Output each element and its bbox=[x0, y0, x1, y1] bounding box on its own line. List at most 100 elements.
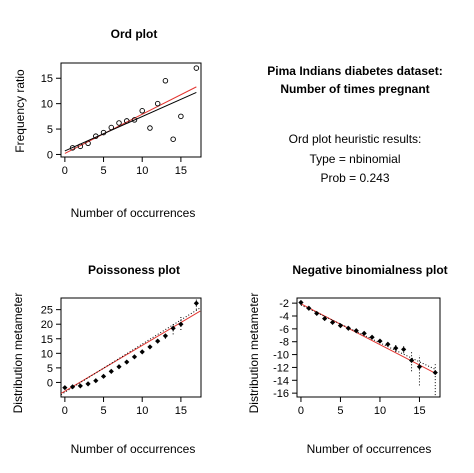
ord-plot-point bbox=[93, 133, 99, 139]
negative-binomialness-plot-point bbox=[393, 345, 399, 351]
poissoness-plot-point bbox=[116, 364, 122, 370]
poissoness-plot-frame bbox=[60, 297, 202, 398]
negative-binomialness-plot-fit-line-red bbox=[300, 303, 436, 374]
ord-plot-point bbox=[116, 120, 122, 126]
negative-binomialness-plot-xtick-label: 10 bbox=[374, 405, 386, 417]
negative-binomialness-plot-xtick-label: 15 bbox=[413, 405, 425, 417]
negative-binomialness-plot-point bbox=[306, 305, 312, 311]
poissoness-plot-point bbox=[124, 359, 130, 365]
poissoness-plot-fit-line-black bbox=[61, 307, 201, 396]
negative-binomialness-plot-point bbox=[416, 364, 423, 370]
ord-plot-title: Ord plot bbox=[111, 27, 158, 41]
ord-plot-fit-lines bbox=[64, 86, 197, 154]
ord-plot-ytick-label: 15 bbox=[41, 73, 53, 85]
negative-binomialness-plot-point bbox=[408, 357, 415, 363]
negative-binomialness-plot-ytick-label: -16 bbox=[273, 388, 289, 400]
ord-plot-fit-line-red bbox=[64, 86, 197, 154]
negative-binomialness-plot-ytick-label: -10 bbox=[273, 350, 289, 362]
ord-plot-xlabel: Number of occurrences bbox=[71, 206, 196, 220]
poissoness-plot-point bbox=[100, 373, 107, 379]
poissoness-plot-xtick-label: 10 bbox=[136, 405, 148, 417]
negative-binomialness-plot-title: Negative binomialness plot bbox=[292, 263, 447, 277]
negative-binomialness-plot-xtick-label: 5 bbox=[337, 405, 343, 417]
results-title: Ord plot heuristic results: bbox=[289, 132, 422, 146]
ord-plot-ytick-label: 5 bbox=[47, 124, 53, 136]
negative-binomialness-plot-ytick-label: -6 bbox=[279, 324, 289, 336]
ord-plot-xtick-label: 0 bbox=[62, 165, 68, 177]
negative-binomialness-plot-ylabel: Distribution metameter bbox=[247, 293, 261, 414]
negative-binomialness-plot-point bbox=[314, 310, 320, 317]
negative-binomialness-plot-ytick-label: -14 bbox=[273, 375, 289, 387]
negative-binomialness-plot-panel: Negative binomialness plot Number of occ… bbox=[247, 263, 448, 456]
poissoness-plot-ytick-label: 5 bbox=[47, 363, 53, 375]
negative-binomialness-plot-ytick-label: -2 bbox=[279, 298, 289, 310]
negative-binomialness-plot-point bbox=[377, 338, 383, 344]
poissoness-plot-xtick-label: 15 bbox=[175, 405, 187, 417]
ord-plot-xtick-label: 15 bbox=[175, 165, 187, 177]
negative-binomialness-plot-point bbox=[298, 299, 304, 306]
poissoness-plot-point bbox=[131, 354, 138, 360]
poissoness-plot-panel: Poissoness plot Number of occurrences Di… bbox=[11, 263, 202, 456]
negative-binomialness-plot-ytick-label: -12 bbox=[273, 362, 289, 374]
info-block: Pima Indians diabetes dataset: Number of… bbox=[267, 64, 442, 185]
negative-binomialness-plot-fit-line-black bbox=[300, 304, 436, 370]
poissoness-plot-point bbox=[77, 383, 83, 389]
poissoness-plot-point bbox=[70, 384, 76, 390]
poissoness-plot-point bbox=[170, 325, 176, 331]
poissoness-plot-point bbox=[155, 338, 161, 344]
prob-result: Prob = 0.243 bbox=[320, 171, 389, 185]
poissoness-plot-point bbox=[108, 368, 114, 374]
ord-plot-point bbox=[162, 78, 169, 84]
poissoness-plot-point bbox=[93, 378, 99, 384]
ord-plot-xtick-label: 10 bbox=[136, 165, 148, 177]
ord-plot-point bbox=[69, 145, 76, 151]
poissoness-plot-ytick-label: 10 bbox=[41, 348, 53, 360]
poissoness-plot-ytick-label: 25 bbox=[41, 305, 53, 317]
ord-plot-frame bbox=[60, 62, 202, 158]
negative-binomialness-plot-point bbox=[329, 319, 336, 326]
poissoness-plot-point bbox=[178, 321, 184, 327]
negative-binomialness-plot-point bbox=[432, 369, 438, 376]
poissoness-plot-ytick-label: 15 bbox=[41, 334, 53, 346]
negative-binomialness-plot-point bbox=[337, 323, 344, 329]
ord-plot-ytick-label: 0 bbox=[47, 149, 53, 161]
ord-plot-point bbox=[108, 124, 115, 131]
poissoness-plot-point bbox=[139, 349, 145, 355]
ord-plot-point bbox=[100, 129, 107, 136]
negative-binomialness-plot-point bbox=[353, 328, 359, 334]
negative-binomialness-plot-xlabel: Number of occurrences bbox=[307, 442, 432, 456]
negative-binomialness-plot-point bbox=[361, 330, 367, 336]
poissoness-plot-xtick-label: 5 bbox=[100, 405, 106, 417]
poissoness-plot-point bbox=[62, 385, 68, 391]
poissoness-plot-ytick-label: 20 bbox=[41, 319, 53, 331]
negative-binomialness-plot-ytick-label: -4 bbox=[279, 311, 289, 323]
ord-plot-point bbox=[77, 143, 84, 150]
negative-binomialness-plot-frame bbox=[296, 297, 441, 398]
poissoness-plot-point bbox=[147, 344, 153, 350]
ord-plot-point bbox=[85, 140, 91, 147]
ord-plot-point bbox=[139, 108, 145, 114]
ord-plot-point bbox=[154, 100, 161, 107]
negative-binomialness-plot-point bbox=[401, 346, 407, 353]
negative-binomialness-plot-point bbox=[385, 341, 391, 347]
negative-binomialness-plot-point bbox=[322, 315, 328, 322]
ord-plot-xtick-label: 5 bbox=[100, 165, 106, 177]
poissoness-plot-xlabel: Number of occurrences bbox=[71, 442, 196, 456]
ord-plot-fit-line-black bbox=[64, 92, 197, 152]
poissoness-plot-point bbox=[85, 381, 91, 387]
negative-binomialness-plot-point bbox=[369, 334, 375, 340]
poissoness-plot-point bbox=[162, 333, 169, 339]
negative-binomialness-plot-marks: 0 5 10 15 -2-4-6-8-10-12-14-16 bbox=[273, 297, 441, 417]
negative-binomialness-plot-point bbox=[345, 325, 351, 331]
negative-binomialness-plot-fit-lines bbox=[300, 303, 436, 374]
ord-plot-ylabel: Frequency ratio bbox=[13, 69, 27, 153]
ord-plot-point bbox=[170, 136, 176, 142]
ord-plot-point bbox=[193, 65, 200, 71]
ord-plot-ytick-label: 10 bbox=[41, 99, 53, 111]
type-result: Type = nbinomial bbox=[309, 152, 400, 166]
dataset-heading-line2: Number of times pregnant bbox=[280, 82, 429, 96]
ord-plot-point bbox=[178, 113, 184, 120]
ord-plot-point bbox=[123, 118, 130, 124]
poissoness-plot-marks: 0 5 10 15 0 5 10 15 20 25 bbox=[41, 297, 202, 417]
